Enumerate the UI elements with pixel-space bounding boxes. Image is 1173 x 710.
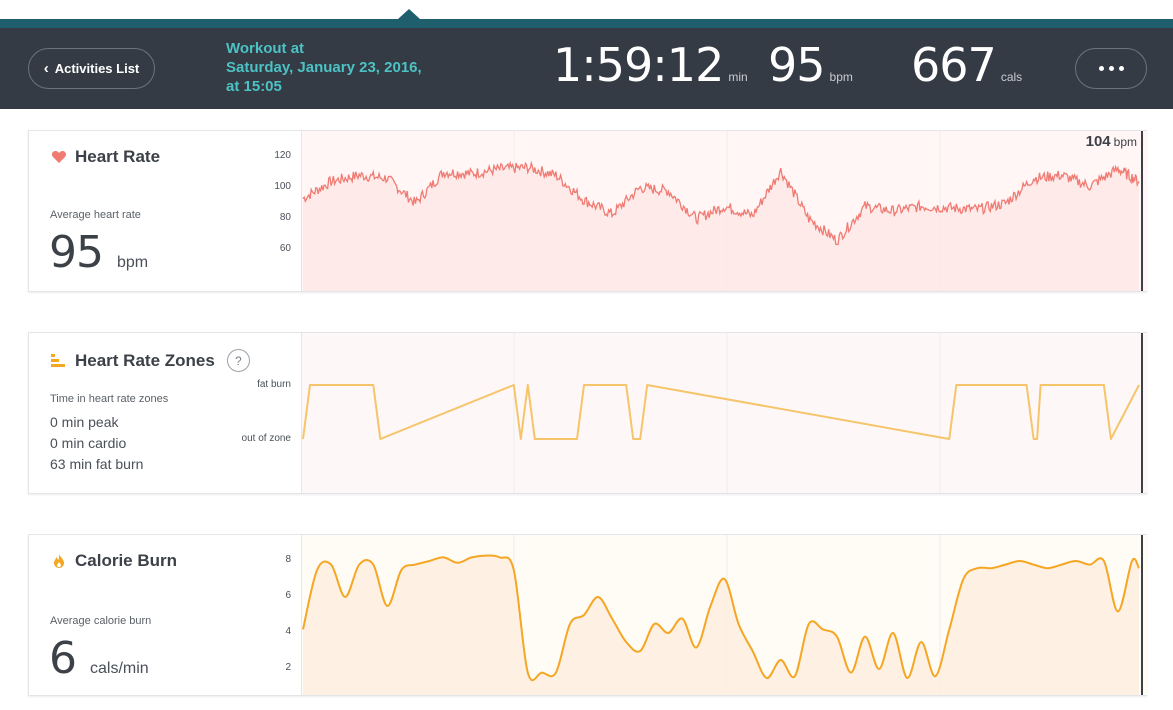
time-in-zones-label: Time in heart rate zones [50, 393, 169, 405]
avg-heart-rate-label: Average heart rate [50, 209, 141, 221]
calories-unit: cals [1000, 70, 1023, 84]
duration-unit: min [728, 70, 748, 84]
avg-calorie-burn-label: Average calorie burn [50, 615, 152, 627]
heart-rate-axis-tick-60: 60 [279, 242, 291, 254]
zones-axis-out-of-zone: out of zone [241, 433, 291, 444]
heart-rate-title: Heart Rate [51, 147, 160, 167]
calorie-burn-panel: Calorie Burn Average calorie burn 6 cals… [28, 534, 1147, 696]
zones-axis-fat-burn: fat burn [257, 379, 291, 390]
calorie-axis-tick-4: 4 [285, 626, 291, 637]
avg-bpm-stat: 95 bpm [768, 38, 853, 92]
zones-chart-bg [301, 333, 1147, 493]
zones-bar-icon [51, 353, 65, 367]
heart-rate-panel: Heart Rate Average heart rate 95 bpm 120… [28, 130, 1147, 292]
calorie-axis-tick-2: 2 [285, 662, 291, 673]
heart-rate-axis-tick-80: 80 [279, 211, 291, 223]
heart-rate-peak-value: 104 [1085, 133, 1111, 150]
top-indicator-strip [0, 0, 1173, 28]
calorie-burn-chart[interactable] [301, 535, 1147, 695]
heart-rate-zones-title: Heart Rate Zones ? [51, 349, 250, 372]
top-accent-bar [0, 19, 1173, 28]
zone-peak-line: 0 min peak [50, 414, 119, 430]
workout-title-line3: at 15:05 [226, 78, 282, 95]
avg-bpm-unit: bpm [829, 70, 853, 84]
heart-rate-zones-panel: Heart Rate Zones ? Time in heart rate zo… [28, 332, 1147, 494]
calorie-burn-chart-svg [301, 535, 1147, 695]
heart-rate-zones-title-text: Heart Rate Zones [75, 350, 215, 370]
heart-rate-chart-svg [301, 131, 1147, 291]
more-dot-icon [1108, 66, 1114, 71]
avg-heart-rate-unit: bpm [117, 254, 149, 271]
workout-header: ‹ Activities List Workout at Saturday, J… [0, 28, 1173, 109]
selected-indicator-caret [398, 9, 420, 19]
heart-rate-axis-tick-100: 100 [274, 180, 291, 192]
flame-icon [54, 554, 64, 568]
workout-title-line1: Workout at [226, 40, 305, 57]
calorie-burn-area [303, 555, 1139, 695]
avg-calorie-burn-value: 6 [49, 633, 77, 684]
duration-value: 1:59:12 [553, 38, 724, 92]
more-options-button[interactable] [1075, 48, 1147, 89]
activities-list-button[interactable]: ‹ Activities List [28, 48, 155, 89]
heart-rate-axis-tick-120: 120 [274, 149, 291, 161]
heart-rate-peak-unit: bpm [1113, 135, 1137, 149]
more-dot-icon [1118, 66, 1124, 71]
avg-calorie-burn-value-group: 6 cals/min [49, 633, 149, 684]
zones-series-line [302, 384, 1140, 440]
avg-heart-rate-value-group: 95 bpm [49, 227, 148, 278]
heart-rate-area [303, 162, 1139, 291]
chevron-left-icon: ‹ [43, 60, 49, 77]
help-icon[interactable]: ? [226, 349, 250, 372]
heart-rate-zones-chart[interactable] [301, 333, 1147, 493]
avg-bpm-value: 95 [768, 38, 826, 92]
more-dot-icon [1098, 66, 1104, 71]
avg-heart-rate-value: 95 [49, 227, 104, 278]
heart-rate-peak-label: 104 bpm [1086, 133, 1137, 150]
heart-icon [51, 151, 67, 163]
calorie-burn-title-text: Calorie Burn [75, 551, 178, 570]
zone-fatburn-line: 63 min fat burn [50, 456, 144, 472]
heart-rate-series-line [302, 160, 1140, 246]
avg-calorie-burn-unit: cals/min [90, 660, 149, 677]
heart-rate-zones-chart-svg [301, 333, 1147, 493]
calories-value: 667 [911, 38, 997, 92]
duration-stat: 1:59:12 min [553, 38, 748, 92]
heart-rate-title-text: Heart Rate [75, 147, 161, 166]
calories-stat: 667 cals [911, 38, 1022, 92]
heart-rate-chart[interactable]: 104 bpm [301, 131, 1147, 291]
calorie-burn-title: Calorie Burn [51, 551, 177, 571]
calorie-burn-series-line [302, 554, 1140, 682]
workout-title: Workout at Saturday, January 23, 2016, a… [226, 39, 456, 96]
calorie-axis-tick-6: 6 [285, 590, 291, 601]
workout-title-line2: Saturday, January 23, 2016, [226, 59, 422, 76]
zone-cardio-line: 0 min cardio [50, 435, 127, 451]
activities-list-label: Activities List [54, 61, 140, 76]
calorie-axis-tick-8: 8 [285, 554, 291, 565]
